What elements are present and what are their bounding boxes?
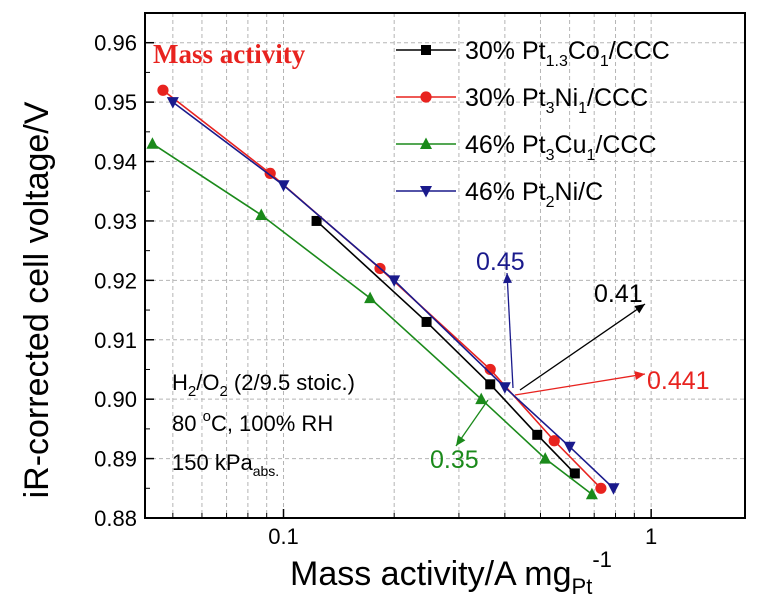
y-tick-label: 0.89 [94, 447, 137, 472]
legend-marker [420, 186, 432, 198]
legend-entry-1: 30% Pt1.3Co1/CCC [396, 37, 670, 70]
annotation-label: 0.35 [430, 446, 479, 474]
y-tick-label: 0.88 [94, 506, 137, 531]
chart-title: Mass activity [153, 39, 306, 69]
data-point [539, 452, 552, 464]
annotation-0.35: 0.35 [430, 399, 489, 474]
series-1 [311, 215, 580, 479]
data-point [255, 208, 268, 220]
y-tick-label: 0.93 [94, 209, 137, 234]
data-point [157, 84, 169, 96]
legend-label: 46% Pt2Ni/C [465, 178, 603, 211]
data-point [146, 137, 159, 149]
data-point [585, 487, 598, 500]
plot-frame [144, 12, 746, 519]
x-axis-title: Mass activity/A mgPt-1 [290, 547, 612, 599]
conditions-text: H2/O2 (2/9.5 stoic.) 80 oC, 100% RH 150 … [172, 370, 355, 479]
data-point [421, 316, 432, 327]
annotation-arrowhead [503, 273, 513, 284]
data-point [277, 180, 290, 192]
data-point [569, 468, 580, 479]
legend-entry-3: 46% Pt3Cu1/CCC [396, 131, 657, 164]
data-point [532, 429, 543, 440]
data-point [475, 392, 488, 405]
data-point [388, 275, 401, 287]
data-point [264, 167, 276, 180]
data-point [485, 379, 496, 390]
data-point [607, 483, 620, 495]
legend: 30% Pt1.3Co1/CCC 30% Pt3Ni1/CCC 46% Pt3Cu1… [396, 37, 670, 211]
y-tick-label: 0.95 [94, 90, 137, 115]
annotation-0.45: 0.45 [476, 248, 525, 389]
annotation-arrowhead [634, 371, 645, 381]
legend-entry-4: 46% Pt2Ni/C [396, 178, 603, 211]
annotation-arrowhead [634, 304, 645, 314]
y-axis-title: iR-corrected cell voltage/V [18, 101, 56, 498]
condition-temp: 80 oC, 100% RH [172, 408, 333, 436]
data-point [364, 291, 377, 304]
data-point [595, 482, 607, 494]
data-point [563, 441, 576, 454]
data-point [311, 215, 322, 226]
legend-label: 30% Pt3Ni1/CCC [465, 84, 648, 117]
y-tick-label: 0.96 [94, 31, 137, 56]
data-point [548, 435, 560, 447]
data-point [484, 363, 496, 376]
grid-lines [145, 13, 745, 519]
annotation-0.41: 0.41 [519, 280, 646, 391]
legend-label: 30% Pt1.3Co1/CCC [465, 37, 670, 70]
annotation-label: 0.441 [647, 367, 710, 395]
series-4 [166, 97, 620, 495]
annotation-layer: 0.45 0.41 0.441 0.35 [430, 248, 710, 474]
annotation-arrow-line [506, 272, 514, 389]
data-point [166, 97, 179, 109]
legend-marker [420, 91, 432, 103]
series-layer [146, 84, 620, 500]
data-point [498, 382, 511, 394]
legend-label: 46% Pt3Cu1/CCC [465, 131, 657, 164]
annotation-label: 0.45 [476, 248, 525, 276]
legend-entry-2: 30% Pt3Ni1/CCC [396, 84, 648, 117]
annotation-arrow-line [514, 373, 646, 396]
condition-pressure: 150 kPaabs. [172, 450, 279, 479]
annotation-arrowhead [456, 435, 466, 446]
y-tick-label: 0.91 [94, 328, 137, 353]
legend-marker [421, 45, 431, 55]
annotation-arrow-line [519, 303, 646, 391]
x-tick-label: 1 [645, 524, 657, 549]
x-tick-label: 0.1 [268, 524, 299, 549]
y-tick-label: 0.94 [94, 150, 137, 175]
annotation-0.441: 0.441 [514, 367, 710, 396]
annotation-label: 0.41 [594, 280, 643, 308]
series-line [151, 143, 593, 495]
y-tick-label: 0.90 [94, 387, 137, 412]
condition-gas: H2/O2 (2/9.5 stoic.) [172, 370, 355, 400]
axis-ticks: 0.88 0.89 0.90 0.91 0.92 0.93 0.94 0.95 0.96 0.1 1 [94, 31, 657, 549]
series-3 [146, 137, 598, 500]
legend-marker [420, 137, 432, 149]
y-tick-label: 0.92 [94, 268, 137, 293]
series-line [172, 101, 615, 489]
